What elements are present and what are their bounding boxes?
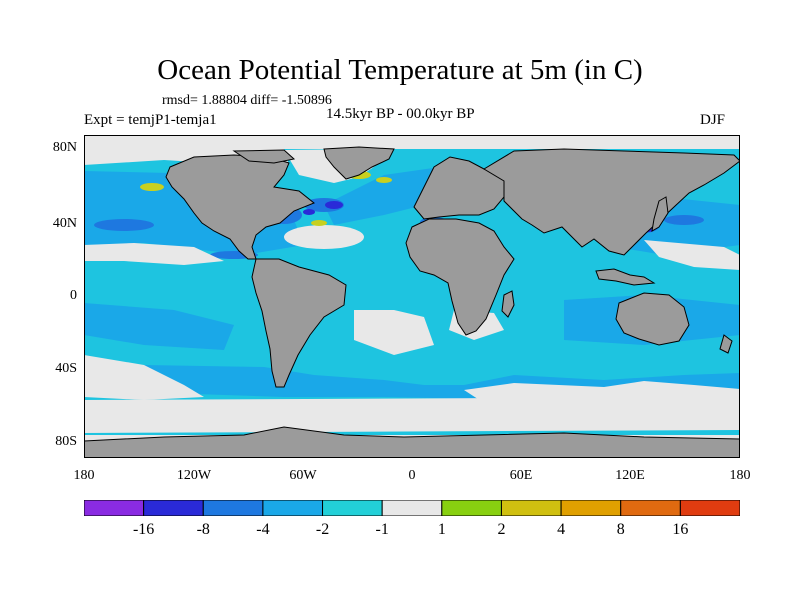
colorbar-label-3: -2 <box>315 521 330 538</box>
lon-tick-180w: 180 <box>73 468 95 483</box>
antarctica <box>84 426 740 458</box>
colorbar-label-4: -1 <box>375 521 389 538</box>
south-america <box>251 258 347 388</box>
colorbar-boxes <box>84 500 740 516</box>
colorbar-label-5: 1 <box>437 521 446 538</box>
lat-tick-80n: 80N <box>52 140 77 155</box>
africa <box>405 218 515 336</box>
colorbar-box-2 <box>202 500 264 516</box>
season-label: DJF <box>700 112 726 128</box>
colorbar-box-7 <box>500 500 562 516</box>
asia <box>483 148 740 256</box>
greenland <box>323 146 395 180</box>
colorbar-box-4 <box>322 500 383 516</box>
north-america <box>165 154 315 260</box>
colorbar-label-6: 2 <box>497 521 506 538</box>
map-frame <box>84 135 740 458</box>
lon-tick-60e: 60E <box>509 468 533 483</box>
colorbar-box-3 <box>262 500 324 516</box>
colorbar-label-7: 4 <box>557 521 566 538</box>
colorbar-box-0 <box>84 500 145 516</box>
colorbar-label-9: 16 <box>672 521 689 538</box>
lat-tick-80s: 80S <box>55 434 77 449</box>
colorbar-label-2: -4 <box>256 521 270 538</box>
lat-tick-40s: 40S <box>55 361 77 376</box>
lon-tick-120e: 120E <box>615 468 645 483</box>
colorbar-box-6 <box>441 500 502 516</box>
colorbar <box>84 500 740 516</box>
land-masses <box>84 146 740 458</box>
map-title: Ocean Potential Temperature at 5m (in C) <box>157 54 643 86</box>
lon-tick-60w: 60W <box>289 468 317 483</box>
madagascar <box>501 290 515 318</box>
colorbar-box-10 <box>679 500 740 516</box>
lat-tick-0: 0 <box>70 288 77 303</box>
lat-tick-40n: 40N <box>52 216 77 231</box>
australia <box>615 292 690 346</box>
colorbar-label-8: 8 <box>616 521 625 538</box>
lon-tick-0: 0 <box>408 468 416 483</box>
colorbar-box-5 <box>381 500 443 516</box>
colorbar-label-1: -8 <box>196 521 210 538</box>
sst-difference-map <box>84 135 740 458</box>
stats-label: rmsd= 1.88804 diff= -1.50896 <box>162 93 332 108</box>
period-label: 14.5kyr BP - 00.0kyr BP <box>326 106 475 122</box>
colorbar-box-1 <box>143 500 204 516</box>
colorbar-box-8 <box>560 500 622 516</box>
experiment-label: Expt = temjP1-temja1 <box>84 112 217 128</box>
colorbar-box-9 <box>620 500 681 516</box>
arctic-islands <box>232 149 296 164</box>
new-zealand <box>719 334 733 354</box>
colorbar-label-0: -16 <box>132 521 155 538</box>
lon-tick-120w: 120W <box>176 468 212 483</box>
lon-tick-180e: 180 <box>729 468 751 483</box>
indonesia <box>595 268 656 286</box>
japan <box>651 196 669 232</box>
